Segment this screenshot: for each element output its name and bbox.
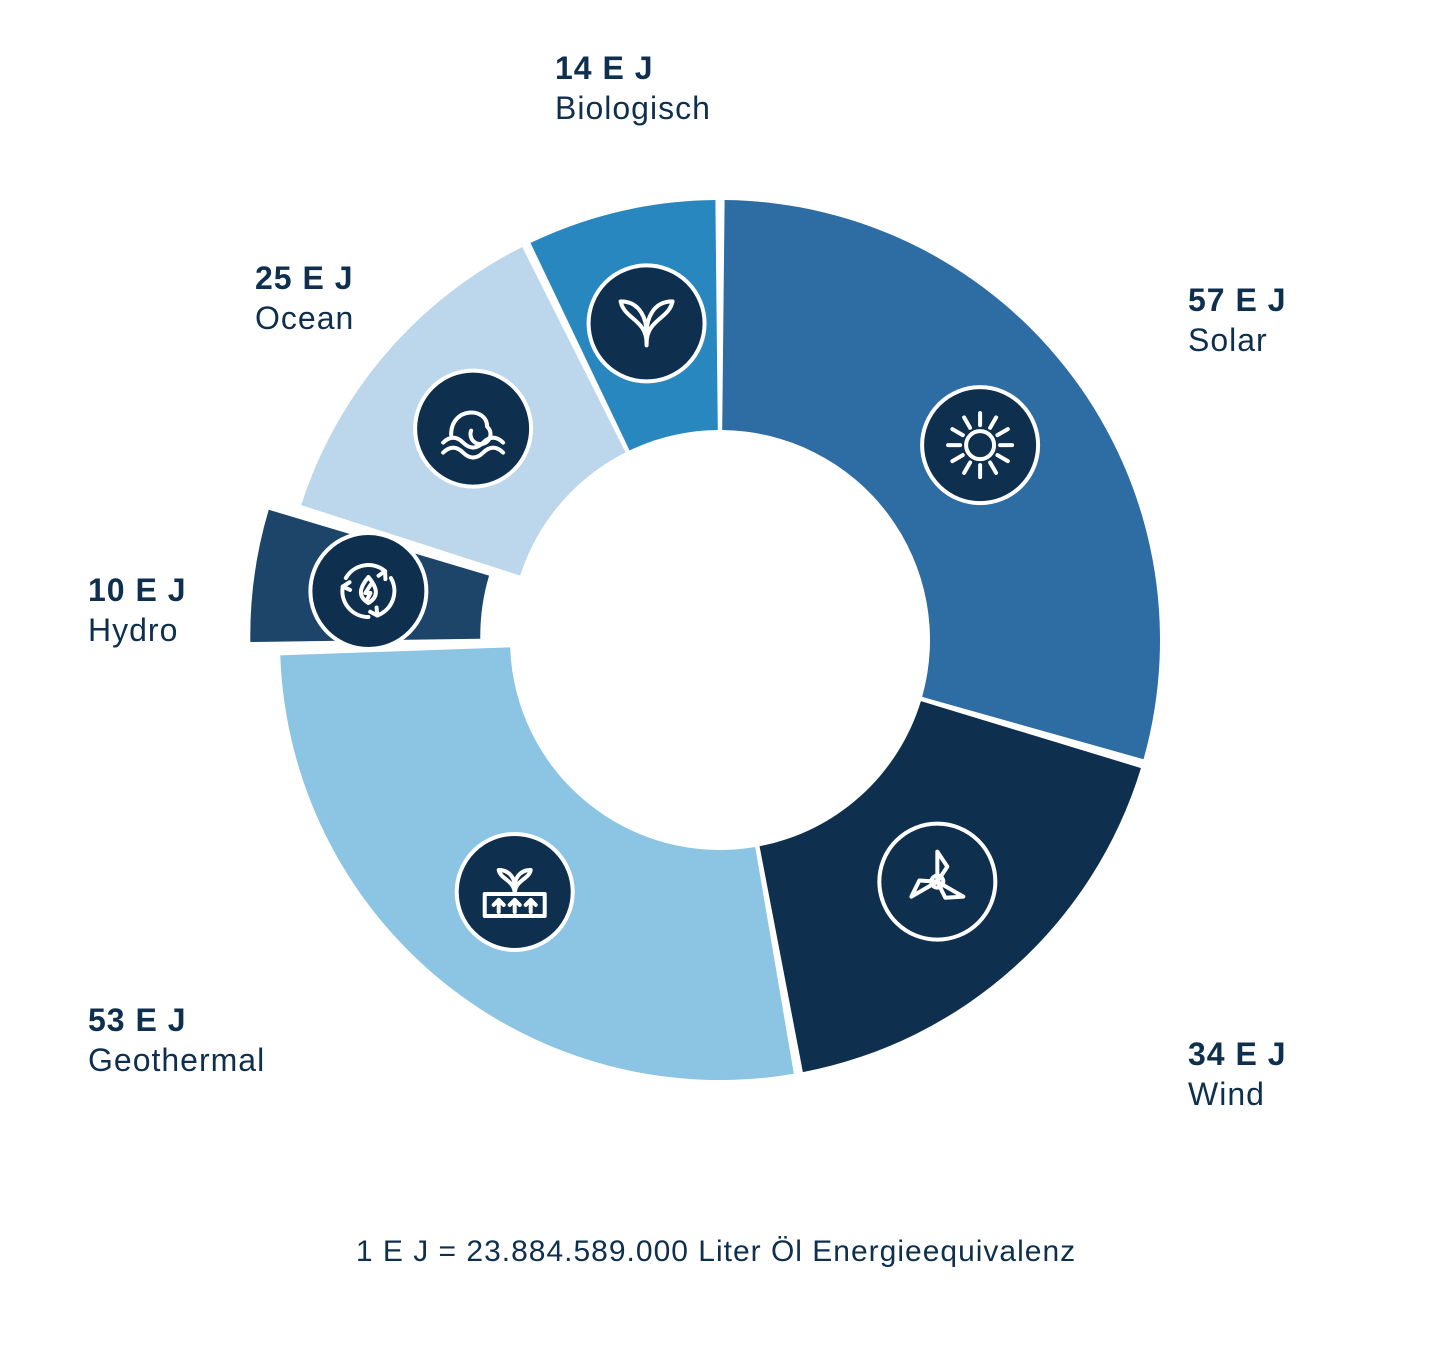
label-wind: 34 E JWind [1188, 1034, 1287, 1114]
label-value: 34 E J [1188, 1034, 1287, 1074]
geothermal-icon [457, 834, 573, 950]
energy-donut-chart: 57 E JSolar 34 E JWind 53 E JGeothermal 10 … [0, 0, 1432, 1360]
wave-icon [415, 371, 531, 487]
label-value: 10 E J [88, 570, 187, 610]
donut-svg [0, 0, 1432, 1360]
label-ocean: 25 E JOcean [255, 258, 354, 338]
label-biologisch: 14 E JBiologisch [555, 48, 711, 128]
label-value: 25 E J [255, 258, 354, 298]
footnote: 1 E J = 23.884.589.000 Liter Öl Energiee… [0, 1235, 1432, 1269]
label-name: Ocean [255, 298, 354, 338]
leaf-icon [589, 265, 705, 381]
label-value: 53 E J [88, 1000, 265, 1040]
label-name: Wind [1188, 1074, 1287, 1114]
label-name: Biologisch [555, 88, 711, 128]
label-name: Geothermal [88, 1040, 265, 1080]
label-value: 57 E J [1188, 280, 1287, 320]
sun-icon [922, 387, 1038, 503]
label-value: 14 E J [555, 48, 711, 88]
hydro-icon [310, 533, 426, 649]
label-geothermal: 53 E JGeothermal [88, 1000, 265, 1080]
label-name: Hydro [88, 610, 187, 650]
wind-icon [879, 824, 995, 940]
label-solar: 57 E JSolar [1188, 280, 1287, 360]
label-name: Solar [1188, 320, 1287, 360]
label-hydro: 10 E JHydro [88, 570, 187, 650]
